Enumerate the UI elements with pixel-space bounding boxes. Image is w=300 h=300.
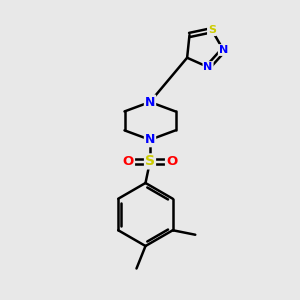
Text: S: S xyxy=(145,154,155,168)
Text: N: N xyxy=(145,133,155,146)
Text: N: N xyxy=(145,95,155,109)
Text: N: N xyxy=(219,45,228,55)
Text: N: N xyxy=(203,62,213,72)
Text: S: S xyxy=(208,25,216,35)
Text: O: O xyxy=(123,155,134,168)
Text: O: O xyxy=(166,155,177,168)
